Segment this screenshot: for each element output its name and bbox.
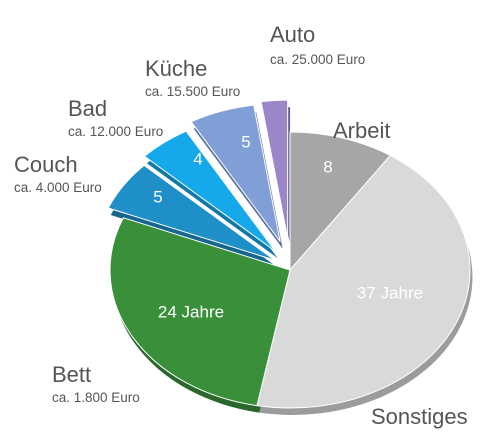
slice-value-label-bad: 4 xyxy=(193,149,202,168)
category-label-bett: Bett xyxy=(52,362,91,387)
category-cost-kueche: ca. 15.500 Euro xyxy=(145,84,240,99)
pie-slice-arbeit xyxy=(289,131,392,272)
category-label-sonstiges: Sonstiges xyxy=(371,404,468,429)
pie-slice-couch xyxy=(107,164,276,261)
category-cost-bett: ca. 1.800 Euro xyxy=(52,390,140,405)
pie-slice-auto xyxy=(260,99,289,239)
pie-slice-bett xyxy=(109,217,291,407)
category-label-couch: Couch xyxy=(14,152,78,177)
slice-value-label-couch: 5 xyxy=(153,187,162,206)
slice-value-label-bett: 24 Jahre xyxy=(158,302,224,321)
category-label-kueche: Küche xyxy=(145,56,207,81)
slice-value-label-arbeit: 8 xyxy=(323,157,332,176)
pie-inner-labels: 8 37 Jahre 24 Jahre 5 4 5 2 xyxy=(153,85,423,321)
category-cost-auto: ca. 25.000 Euro xyxy=(270,52,365,67)
pie-slice-sonstiges xyxy=(256,154,471,409)
category-label-bad: Bad xyxy=(68,96,107,121)
pie-category-labels: Arbeit Sonstiges Bett ca. 1.800 Euro Couch ca… xyxy=(14,22,468,429)
slice-value-label-auto: 2 xyxy=(275,85,284,104)
category-cost-couch: ca. 4.000 Euro xyxy=(14,180,102,195)
pie-slices xyxy=(107,99,471,409)
category-cost-bad: ca. 12.000 Euro xyxy=(68,124,163,139)
slice-value-label-kueche: 5 xyxy=(241,132,250,151)
pie-slice-bad xyxy=(143,130,276,252)
pie-slice-kueche xyxy=(190,104,281,242)
category-label-arbeit: Arbeit xyxy=(333,118,390,143)
category-label-auto: Auto xyxy=(270,22,315,47)
slice-value-label-sonstiges: 37 Jahre xyxy=(357,283,423,302)
